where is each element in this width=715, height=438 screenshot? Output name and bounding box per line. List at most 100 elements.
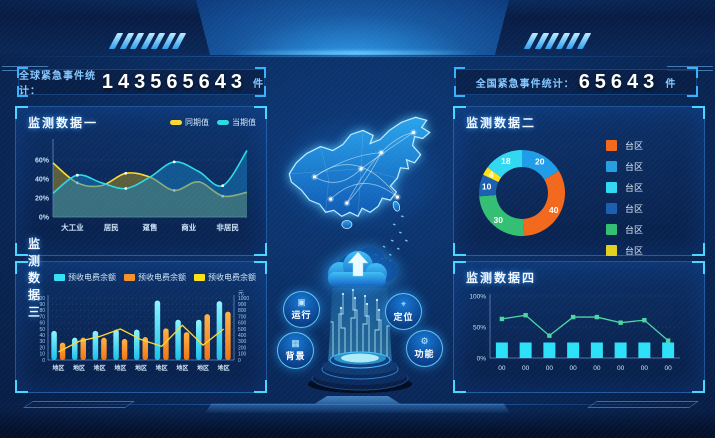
axis-label: 40 <box>549 205 559 215</box>
china-map <box>288 116 431 262</box>
function-icon: ⚙ <box>420 336 429 346</box>
point-marker <box>124 187 128 190</box>
area-chart: 0% 20% 40% 60% 大工业 居民 趸售 商业 非居民 <box>35 139 248 232</box>
run-button[interactable]: ▣ 运行 <box>283 291 320 328</box>
header-glow-line <box>230 51 480 55</box>
point-marker <box>124 171 128 175</box>
legend-swatch <box>194 273 205 281</box>
panel-corner <box>254 243 267 256</box>
legend-label: 台区 <box>625 162 644 172</box>
national-emergency-counter: 全国紧急事件统计： 65643 件 <box>454 67 698 97</box>
axis-label: 地区 <box>176 364 188 372</box>
legend-item: 台区 <box>606 223 643 236</box>
locate-icon: ⌖ <box>400 299 407 309</box>
circuit-trace <box>352 290 358 364</box>
network-arc <box>360 132 414 170</box>
trend-line <box>501 314 669 342</box>
footer-left-decoration <box>23 401 135 408</box>
bar-cyan <box>113 329 119 360</box>
legend-swatch <box>54 273 65 281</box>
bar-line-chart: 0102030405060708090100010020030040050060… <box>37 290 250 372</box>
map-node <box>312 175 317 179</box>
donut-slice <box>523 170 565 236</box>
bar-chart-legend: 预收电费余额 预收电费余额 预收电费余额 <box>46 272 256 283</box>
point-marker <box>75 173 79 177</box>
point-marker <box>221 184 225 188</box>
panel-monitor-data-4: 监测数据四 0% 50% 100% 00 00 00 00 00 00 00 00 <box>453 261 705 393</box>
panel-corner <box>453 106 466 119</box>
panel-corner <box>692 380 705 393</box>
bar-orange <box>225 311 231 360</box>
bar-orange <box>59 342 66 360</box>
line-marker <box>618 320 623 325</box>
series-line <box>52 150 248 194</box>
axis-label: 00 <box>617 365 625 372</box>
background-button[interactable]: ▦ 背景 <box>277 332 314 369</box>
bar-cyan <box>154 300 161 360</box>
map-node <box>345 201 349 205</box>
function-button[interactable]: ⚙ 功能 <box>406 330 443 367</box>
axis-label: 元 <box>238 290 244 297</box>
donut-slice <box>479 174 499 197</box>
legend-swatch <box>606 182 617 193</box>
axis-label: 500 <box>238 327 247 333</box>
axis-label: 100 <box>37 296 46 302</box>
corner-bracket <box>255 67 266 78</box>
circuit-trace <box>362 304 368 364</box>
footer-right-decoration <box>587 401 699 408</box>
axis-label: 10 <box>482 182 492 192</box>
hainan-island <box>341 219 353 229</box>
axis-label: 30 <box>494 215 504 225</box>
panel-corner <box>692 243 705 256</box>
map-node <box>329 197 333 201</box>
axis-label: 50% <box>473 325 486 332</box>
panel-corner <box>453 261 466 274</box>
panel-corner <box>15 380 28 393</box>
badge-label: 功能 <box>414 349 435 359</box>
trend-line <box>58 324 225 353</box>
axis-label: 700 <box>238 314 247 320</box>
panel-corner <box>453 243 466 256</box>
map-node <box>411 130 416 135</box>
legend-item: 台区 <box>606 202 643 215</box>
bar <box>614 342 627 358</box>
axis-label: 10 <box>39 352 45 358</box>
taiwan-island <box>392 200 401 212</box>
global-emergency-counter: 全球紧急事件统计： 143565643 件 <box>17 67 266 97</box>
counter-label: 全球紧急事件统计： <box>19 71 96 97</box>
axis-label: 20 <box>535 157 545 167</box>
axis-label: 地区 <box>73 364 85 372</box>
axis-label: 4 <box>489 169 494 179</box>
sea-dash <box>396 247 400 250</box>
axis-label: 0 <box>42 358 45 364</box>
bar <box>495 342 508 358</box>
panel-title: 监测数据四 <box>466 270 537 285</box>
legend-item: 台区 <box>606 160 643 173</box>
bar-cyan <box>72 337 78 360</box>
locate-button[interactable]: ⌖ 定位 <box>385 293 422 330</box>
bar-orange <box>204 314 210 360</box>
bar <box>543 342 556 358</box>
axis-label: 900 <box>238 302 247 308</box>
axis-label: 地区 <box>135 364 147 372</box>
data-beam <box>328 288 392 364</box>
cloud-upload-icon <box>328 247 397 286</box>
axis-label: 0 <box>238 358 241 364</box>
donut-chart-legend: 台区 台区 台区 台区 台区 台区 <box>606 139 643 265</box>
sea-dash <box>400 215 404 218</box>
donut-slice <box>479 195 525 236</box>
legend-item: 同期值 <box>170 117 209 128</box>
corner-bracket <box>17 67 28 78</box>
axis-label: 商业 <box>181 222 196 232</box>
panel-monitor-data-1: 监测数据一 同期值 当期值 0% 20% 40% 60% 大工业 居民 趸售 商业 非居民 <box>15 106 267 256</box>
upload-arrow-icon <box>347 251 369 277</box>
legend-item: 预收电费余额 <box>194 272 256 283</box>
corner-bracket <box>687 86 698 97</box>
legend-item: 台区 <box>606 139 643 152</box>
donut-slice <box>522 150 559 180</box>
panel-corner <box>15 106 28 119</box>
line-marker <box>499 316 505 322</box>
legend-label: 当期值 <box>232 117 256 127</box>
legend-swatch <box>606 161 617 172</box>
badge-label: 背景 <box>285 351 306 361</box>
